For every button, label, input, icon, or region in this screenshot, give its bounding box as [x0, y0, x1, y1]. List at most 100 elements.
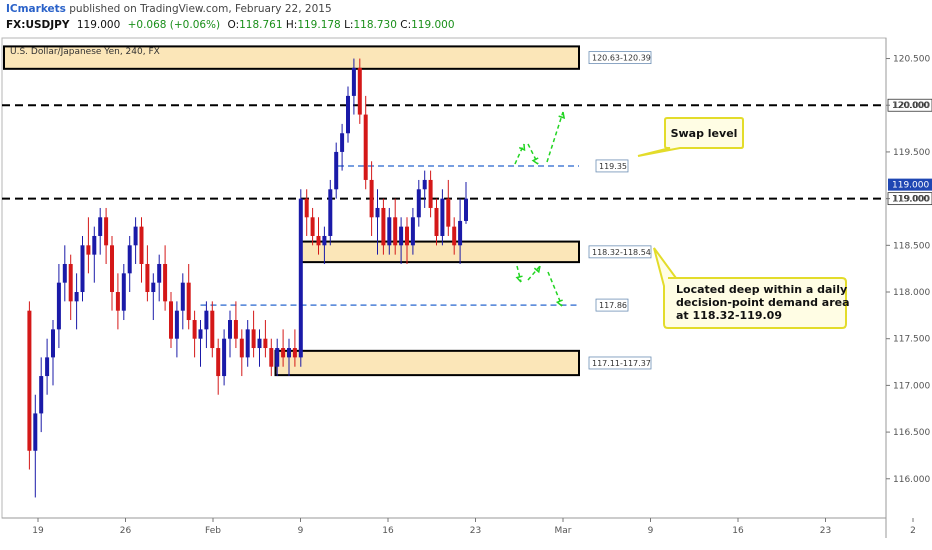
candle-body: [269, 348, 274, 367]
y-tick-label: 117.000: [893, 381, 930, 391]
candle: [92, 226, 97, 283]
candle-body: [446, 198, 451, 227]
candle: [115, 273, 120, 330]
candle: [304, 189, 309, 236]
candle: [422, 170, 427, 208]
callout-text-line: at 118.32-119.09: [676, 309, 782, 322]
candle: [410, 207, 415, 255]
candle-body: [33, 413, 38, 451]
candle: [322, 226, 327, 264]
projection-arrow: [547, 271, 563, 307]
projection-arrow: [546, 111, 566, 163]
candle-body: [369, 179, 374, 218]
candle: [51, 320, 55, 386]
x-tick-label: 9: [648, 526, 654, 536]
candle-body: [74, 292, 79, 302]
candle: [80, 235, 85, 302]
candle: [369, 161, 374, 236]
candle: [399, 217, 404, 264]
symbol: FX:USDJPY: [6, 19, 70, 31]
callouts-layer: Swap level Located deep within a dailydec…: [637, 117, 850, 329]
arrow-shaft: [514, 143, 525, 165]
candle: [74, 273, 79, 330]
candle: [464, 182, 468, 224]
arrow-shaft: [516, 265, 522, 283]
candle-body: [180, 282, 185, 311]
candle: [180, 273, 185, 330]
candle: [204, 301, 209, 349]
projection-arrow: [527, 265, 541, 281]
candle: [257, 329, 262, 367]
candle: [452, 217, 457, 255]
y-tick-label: 116.000: [893, 475, 930, 485]
y-tick-label: 119.000: [893, 195, 930, 205]
low-value: 118.730: [353, 19, 397, 31]
candle-body: [287, 348, 291, 358]
candle-body: [133, 226, 138, 246]
x-tick-label: 16: [382, 526, 394, 536]
candle-body: [275, 348, 280, 367]
candle-body: [174, 310, 179, 339]
candle: [393, 198, 398, 255]
candle-body: [39, 376, 44, 414]
brand-name[interactable]: ICmarkets: [6, 3, 66, 15]
candle-body: [257, 338, 262, 349]
candle-body: [340, 133, 345, 152]
candle: [281, 329, 286, 367]
candle-body: [104, 217, 109, 246]
candle: [174, 301, 179, 358]
candle-body: [357, 67, 362, 115]
candle: [163, 245, 168, 311]
candle-body: [45, 357, 50, 377]
candle-body: [351, 67, 356, 96]
price-change: +0.068 (+0.06%): [127, 19, 221, 31]
candle: [387, 207, 392, 255]
candle: [263, 320, 268, 358]
candle-body: [387, 217, 392, 246]
candle-body: [322, 235, 327, 246]
arrow-shaft: [527, 143, 539, 165]
price-chart[interactable]: 120.63-120.39118.32-118.54117.11-117.37 …: [0, 34, 932, 550]
candle-body: [416, 189, 421, 218]
candle-body: [393, 217, 398, 246]
arrow-head: [515, 275, 523, 283]
candle-body: [316, 235, 321, 246]
candle: [458, 198, 463, 264]
candle: [434, 198, 439, 246]
candle: [328, 179, 333, 246]
candle: [275, 338, 280, 377]
candle: [56, 263, 61, 349]
x-tick-label: 23: [470, 526, 481, 536]
zone-label: 120.63-120.39: [592, 54, 651, 63]
arrow-shaft: [546, 111, 564, 163]
candle-body: [304, 198, 309, 218]
level-price-label: 119.000: [892, 195, 929, 205]
candle: [192, 310, 197, 358]
projection-arrow: [515, 265, 523, 283]
close-value: 119.000: [411, 19, 455, 31]
zone-label-box: [588, 356, 652, 370]
axes-layer: 120.500 120.000 119.500 119.000 118.500 118.0…: [2, 38, 932, 538]
x-tick-label: 9: [298, 526, 304, 536]
projection-arrow: [514, 143, 526, 165]
candle: [86, 217, 91, 274]
candle: [416, 179, 421, 227]
candle-body: [428, 179, 433, 208]
candle-body: [145, 263, 150, 293]
zone-label-box: [588, 245, 652, 259]
quote-line: FX:USDJPY 119.000 +0.068 (+0.06%) O:118.…: [6, 19, 455, 31]
candle-body: [310, 217, 315, 236]
candle: [186, 263, 191, 330]
candle: [27, 301, 32, 470]
candle: [251, 310, 256, 358]
publish-info: published on TradingView.com, February 2…: [65, 3, 332, 15]
chart-title: U.S. Dollar/Japanese Yen, 240, FX: [10, 47, 160, 57]
candle-body: [381, 207, 386, 246]
arrow-head: [531, 157, 539, 165]
candle: [298, 189, 303, 367]
candle-body: [298, 198, 303, 358]
level-label: 117.86: [599, 301, 627, 310]
zone-box: [3, 45, 580, 70]
candle: [233, 301, 238, 349]
arrow-head: [518, 143, 526, 152]
